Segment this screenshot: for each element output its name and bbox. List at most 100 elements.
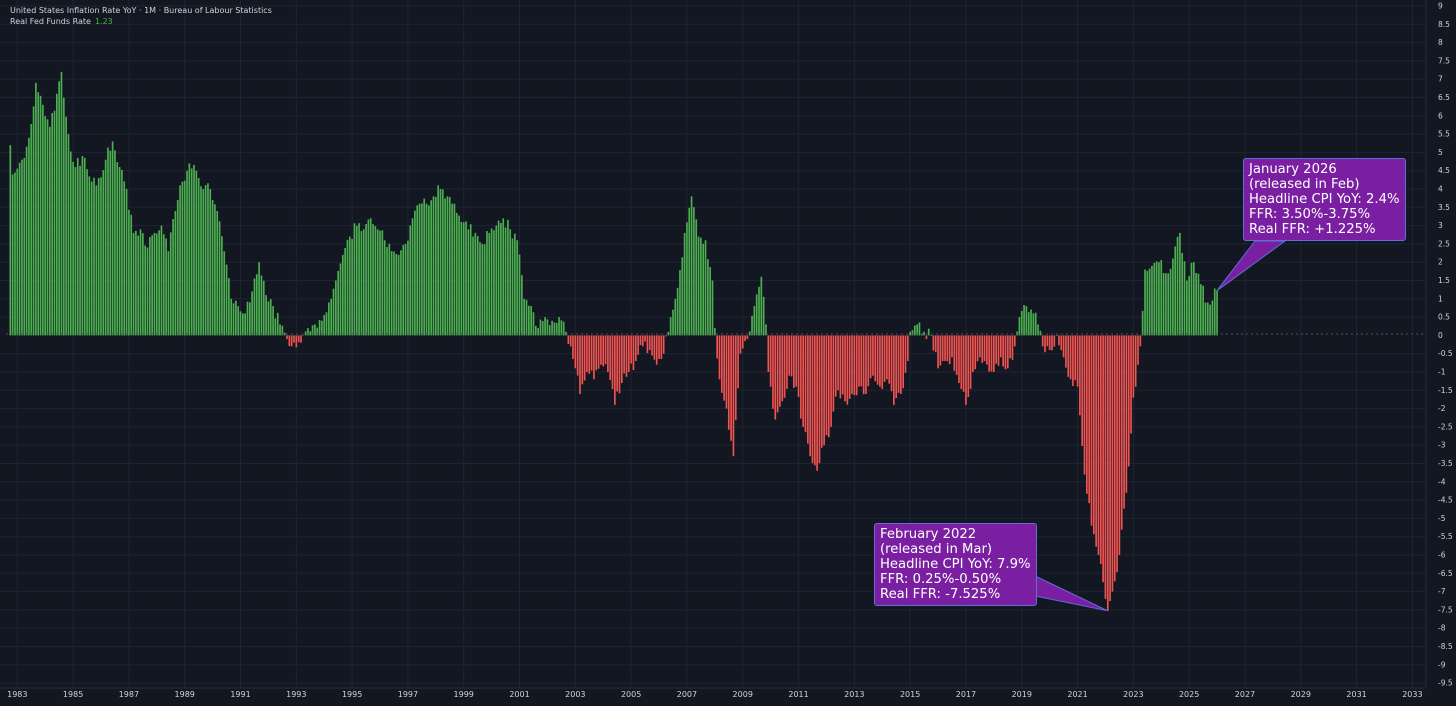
data-bar[interactable] bbox=[890, 335, 893, 392]
data-bar[interactable] bbox=[304, 331, 307, 336]
data-bar[interactable] bbox=[193, 164, 195, 336]
data-bar[interactable] bbox=[562, 321, 565, 336]
data-bar[interactable] bbox=[774, 335, 777, 420]
data-bar[interactable] bbox=[1011, 335, 1014, 360]
data-bar[interactable] bbox=[211, 200, 214, 336]
data-bar[interactable] bbox=[614, 335, 616, 405]
data-bar[interactable] bbox=[479, 242, 481, 336]
data-bar[interactable] bbox=[232, 303, 235, 336]
data-bar[interactable] bbox=[1046, 335, 1049, 347]
data-bar[interactable] bbox=[718, 335, 721, 380]
data-bar[interactable] bbox=[60, 71, 63, 336]
data-bar[interactable] bbox=[239, 311, 242, 336]
data-bar[interactable] bbox=[381, 230, 384, 336]
data-bar[interactable] bbox=[1099, 335, 1102, 564]
data-bar[interactable] bbox=[809, 335, 811, 457]
data-bar[interactable] bbox=[697, 236, 700, 336]
data-bar[interactable] bbox=[1160, 260, 1163, 336]
data-bar[interactable] bbox=[474, 232, 477, 336]
data-bar[interactable] bbox=[993, 335, 995, 372]
data-bar[interactable] bbox=[618, 335, 621, 394]
data-bar[interactable] bbox=[679, 270, 681, 336]
data-bar[interactable] bbox=[881, 335, 884, 390]
data-bar[interactable] bbox=[532, 312, 535, 336]
data-bar[interactable] bbox=[293, 335, 295, 343]
data-bar[interactable] bbox=[648, 335, 651, 351]
data-bar[interactable] bbox=[1083, 335, 1086, 475]
data-bar[interactable] bbox=[962, 335, 965, 392]
data-bar[interactable] bbox=[855, 335, 858, 396]
data-bar[interactable] bbox=[1127, 335, 1130, 467]
data-bar[interactable] bbox=[676, 287, 679, 336]
data-bar[interactable] bbox=[155, 233, 158, 336]
data-bar[interactable] bbox=[797, 335, 800, 398]
data-bar[interactable] bbox=[281, 325, 284, 336]
data-bar[interactable] bbox=[960, 335, 963, 389]
data-bar[interactable] bbox=[507, 219, 509, 336]
data-bar[interactable] bbox=[309, 331, 312, 336]
data-bar[interactable] bbox=[744, 335, 746, 342]
data-bar[interactable] bbox=[348, 236, 351, 336]
data-bar[interactable] bbox=[590, 335, 593, 371]
data-bar[interactable] bbox=[1199, 284, 1202, 336]
data-bar[interactable] bbox=[848, 335, 851, 399]
data-bar[interactable] bbox=[1111, 335, 1114, 592]
data-bar[interactable] bbox=[793, 335, 795, 388]
data-bar[interactable] bbox=[567, 335, 570, 344]
data-bar[interactable] bbox=[616, 335, 619, 392]
data-bar[interactable] bbox=[723, 335, 725, 401]
data-bar[interactable] bbox=[588, 335, 591, 374]
data-bar[interactable] bbox=[1211, 300, 1214, 336]
data-bar[interactable] bbox=[132, 232, 135, 336]
data-bar[interactable] bbox=[188, 163, 191, 336]
data-bar[interactable] bbox=[530, 306, 532, 336]
data-bar[interactable] bbox=[932, 335, 935, 351]
data-bar[interactable] bbox=[767, 335, 770, 372]
data-bar[interactable] bbox=[314, 324, 316, 336]
data-bar[interactable] bbox=[1041, 335, 1044, 347]
data-bar[interactable] bbox=[1067, 335, 1070, 377]
data-bar[interactable] bbox=[516, 240, 519, 336]
data-bar[interactable] bbox=[109, 150, 112, 336]
data-bar[interactable] bbox=[853, 335, 856, 396]
data-bar[interactable] bbox=[860, 335, 863, 387]
data-bar[interactable] bbox=[795, 335, 798, 387]
data-bar[interactable] bbox=[902, 335, 905, 389]
data-bar[interactable] bbox=[186, 170, 188, 336]
data-bar[interactable] bbox=[1044, 335, 1046, 353]
data-bar[interactable] bbox=[21, 159, 23, 336]
data-bar[interactable] bbox=[823, 335, 825, 446]
data-bar[interactable] bbox=[79, 165, 81, 336]
data-bar[interactable] bbox=[486, 231, 488, 336]
data-bar[interactable] bbox=[434, 196, 437, 336]
data-bar[interactable] bbox=[551, 320, 553, 336]
data-bar[interactable] bbox=[641, 335, 644, 347]
data-bar[interactable] bbox=[128, 209, 130, 336]
data-bar[interactable] bbox=[560, 320, 563, 336]
data-bar[interactable] bbox=[1202, 285, 1204, 336]
data-bar[interactable] bbox=[1020, 310, 1023, 336]
data-bar[interactable] bbox=[841, 335, 844, 395]
data-bar[interactable] bbox=[374, 226, 377, 336]
data-bar[interactable] bbox=[1027, 312, 1030, 336]
data-bar[interactable] bbox=[1132, 335, 1135, 398]
data-bar[interactable] bbox=[472, 236, 474, 336]
data-bar[interactable] bbox=[86, 169, 88, 336]
data-bar[interactable] bbox=[355, 225, 358, 336]
data-bar[interactable] bbox=[209, 189, 212, 336]
data-bar[interactable] bbox=[1030, 309, 1032, 336]
data-bar[interactable] bbox=[407, 240, 409, 336]
data-bar[interactable] bbox=[1102, 335, 1104, 583]
data-bar[interactable] bbox=[93, 177, 95, 336]
data-bar[interactable] bbox=[837, 335, 839, 391]
data-bar[interactable] bbox=[462, 222, 465, 336]
data-bar[interactable] bbox=[1060, 335, 1063, 351]
data-bar[interactable] bbox=[458, 215, 460, 336]
data-bar[interactable] bbox=[202, 189, 205, 336]
data-bar[interactable] bbox=[311, 325, 314, 336]
data-bar[interactable] bbox=[207, 183, 209, 336]
data-bar[interactable] bbox=[1148, 268, 1151, 336]
data-bar[interactable] bbox=[1079, 335, 1081, 416]
data-bar[interactable] bbox=[258, 262, 260, 336]
data-bar[interactable] bbox=[621, 335, 623, 383]
